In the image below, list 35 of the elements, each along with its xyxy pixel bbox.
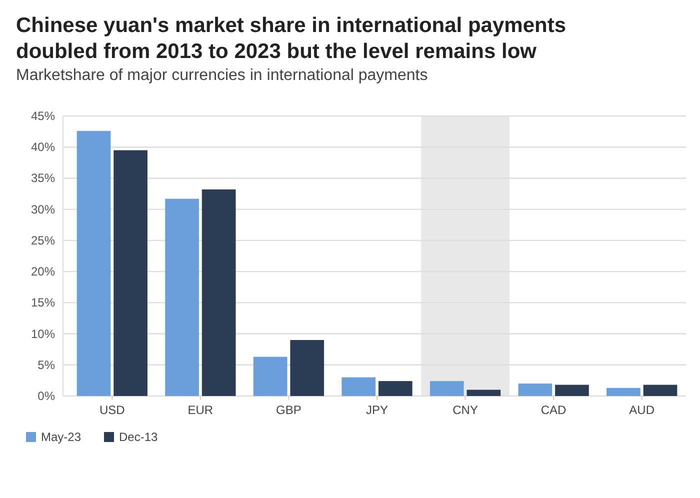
bar (114, 150, 148, 396)
bar (342, 377, 376, 396)
bar (606, 388, 640, 396)
chart-title: Chinese yuan's market share in international payments doubled from 2013 to 2023 but the level remains low (16, 14, 566, 63)
x-tick-label: EUR (188, 403, 214, 417)
y-tick-label: 40% (30, 140, 56, 154)
y-tick-label: 0% (38, 389, 56, 403)
bar (202, 189, 236, 396)
x-tick-label: CNY (452, 403, 478, 417)
legend-label: May-23 (41, 430, 82, 444)
bar (253, 356, 288, 396)
y-tick-label: 5% (38, 358, 56, 372)
x-tick-label: GBP (276, 403, 302, 417)
y-tick-label: 25% (30, 233, 56, 248)
bar (76, 130, 111, 396)
y-tick-label: 45% (30, 109, 56, 123)
x-tick-label: JPY (366, 403, 388, 417)
bar (378, 381, 412, 396)
x-tick-label: AUD (629, 403, 655, 417)
x-tick-label: USD (99, 403, 126, 417)
bar (165, 198, 199, 396)
bar (466, 390, 501, 396)
legend-label: Dec-13 (119, 430, 158, 444)
bar (430, 381, 464, 396)
y-tick-label: 15% (30, 296, 56, 310)
y-tick-label: 35% (30, 171, 56, 186)
bar (555, 384, 589, 396)
y-tick-label: 20% (30, 264, 56, 279)
bar (290, 340, 324, 396)
bar (643, 384, 678, 396)
x-tick-label: CAD (540, 403, 567, 417)
y-tick-label: 10% (30, 326, 56, 341)
chart-subtitle: Marketshare of major currencies in international payments (16, 67, 428, 84)
bar (518, 384, 552, 396)
y-tick-label: 30% (30, 202, 56, 216)
